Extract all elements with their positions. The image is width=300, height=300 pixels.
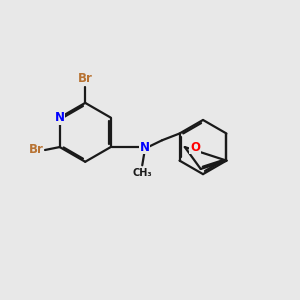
Text: O: O [190, 141, 200, 154]
Text: Br: Br [78, 72, 93, 85]
Text: N: N [55, 111, 65, 124]
Text: Br: Br [29, 143, 44, 157]
Text: CH₃: CH₃ [132, 168, 152, 178]
Text: N: N [140, 141, 150, 154]
